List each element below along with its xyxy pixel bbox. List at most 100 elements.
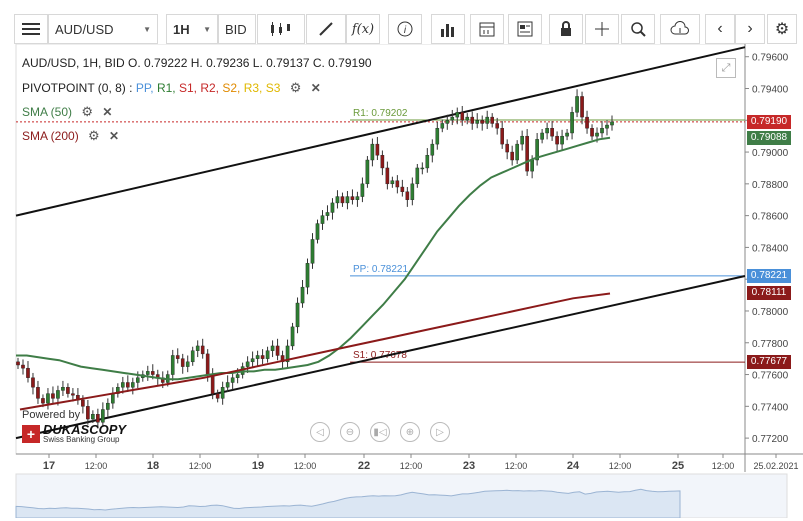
close-icon[interactable]: ✕: [109, 129, 120, 143]
candle-body: [180, 358, 185, 367]
candle-body: [205, 353, 210, 375]
candle-body: [470, 116, 475, 124]
timeframe-label: 1H: [173, 21, 190, 37]
candle-body: [235, 374, 240, 378]
x-tick-label: 25: [672, 460, 684, 472]
reset-button[interactable]: ▮◁: [370, 422, 390, 442]
candle-body: [405, 191, 410, 200]
scroll-right-button[interactable]: ▷: [430, 422, 450, 442]
chart-area[interactable]: 0.796000.794000.792000.790000.788000.786…: [0, 43, 803, 519]
candle-body: [245, 361, 250, 367]
scroll-left-button[interactable]: ◁: [310, 422, 330, 442]
candle-body: [46, 393, 50, 404]
candle-body: [86, 406, 90, 420]
x-tick-label: 12:00: [294, 461, 317, 471]
hamburger-icon-glyph: [22, 23, 40, 35]
gear-icon[interactable]: ⚙: [88, 128, 100, 143]
brand-sub: Swiss Banking Group: [43, 435, 120, 444]
pivot-item: R3,: [243, 81, 266, 95]
close-icon[interactable]: ✕: [102, 105, 113, 119]
arrow-right-icon[interactable]: ›: [735, 14, 765, 44]
candle-body: [490, 116, 495, 124]
candle-body: [126, 382, 130, 388]
candle-body: [215, 393, 220, 399]
candle-body: [106, 402, 110, 410]
candle-body: [31, 377, 35, 388]
fx-icon[interactable]: f(x): [346, 14, 380, 44]
x-tick-label: 25.02.2021: [753, 461, 798, 471]
pivot-item: S1,: [178, 81, 201, 95]
y-tick-label: 0.79000: [752, 148, 789, 159]
candle-body: [335, 196, 340, 204]
sma200-legend: SMA (200) ⚙ ✕: [22, 128, 119, 144]
candle-body: [385, 167, 390, 185]
y-tick-label: 0.78400: [752, 243, 789, 254]
lock-icon[interactable]: [549, 14, 583, 44]
close-icon[interactable]: ✕: [310, 81, 321, 95]
price-type-select[interactable]: BID: [218, 14, 256, 44]
cloud-upload-icon[interactable]: [660, 14, 700, 44]
timeframe-select[interactable]: 1H ▼: [166, 14, 218, 44]
candle-body: [21, 364, 25, 369]
zoom-out-button[interactable]: ⊖: [340, 422, 360, 442]
x-tick-label: 17: [43, 460, 55, 472]
candle-body: [170, 355, 175, 375]
pivot-legend: PIVOTPOINT (0, 8) : PP, R1, S1, R2, S2, …: [22, 80, 321, 96]
brand-name: DUKASCOPY: [43, 422, 127, 437]
gear-icon[interactable]: ⚙: [289, 80, 302, 95]
x-tick-label: 24: [567, 460, 580, 472]
crosshair-icon[interactable]: [585, 14, 619, 44]
candle-body: [190, 350, 195, 363]
candle-body: [355, 196, 360, 200]
candle-body: [395, 180, 400, 188]
candle-body: [435, 128, 440, 145]
navigator-series: [15, 488, 681, 519]
news-icon[interactable]: [508, 14, 542, 44]
candle-body: [66, 387, 70, 394]
calendar-icon[interactable]: [470, 14, 504, 44]
zoom-icon[interactable]: [621, 14, 655, 44]
candle-body: [495, 123, 499, 129]
x-tick-label: 12:00: [712, 461, 735, 471]
candle-type-glyph: [271, 22, 290, 36]
candle-body: [101, 409, 105, 423]
symbol-select[interactable]: AUD/USD ▼: [48, 14, 158, 44]
candle-body: [131, 382, 135, 388]
candle-body: [91, 414, 95, 420]
candle-body: [260, 355, 265, 359]
candle-body: [290, 326, 295, 347]
svg-text:i: i: [404, 25, 407, 36]
zoom-in-button[interactable]: ⊕: [400, 422, 420, 442]
candle-body: [265, 350, 270, 359]
candle-type-icon[interactable]: [257, 14, 305, 44]
arrow-left-icon[interactable]: ‹: [705, 14, 735, 44]
candle-body: [450, 116, 455, 121]
info-icon[interactable]: i: [388, 14, 422, 44]
candle-body: [270, 345, 275, 351]
draw-line-icon[interactable]: [306, 14, 346, 44]
pencil-glyph: [319, 22, 333, 36]
pivot-item: S3: [265, 81, 284, 95]
volume-bars-icon[interactable]: [431, 14, 465, 44]
candle-body: [390, 180, 395, 185]
candle-body: [545, 128, 549, 134]
candle-body: [310, 239, 315, 264]
y-tick-label: 0.78000: [752, 307, 789, 318]
expand-icon[interactable]: ⤢: [716, 58, 736, 78]
chart-svg[interactable]: 0.796000.794000.792000.790000.788000.786…: [0, 43, 803, 519]
y-tick-label: 0.77600: [752, 371, 789, 382]
hamburger-icon[interactable]: [14, 14, 48, 44]
pp-label: PP: 0.78221: [353, 264, 408, 275]
settings-icon[interactable]: ⚙: [767, 14, 797, 44]
candle-body: [455, 112, 460, 118]
chevron-down-icon: ▼: [143, 24, 151, 34]
candle-body: [415, 167, 420, 185]
calendar-glyph: [479, 22, 495, 37]
gear-icon[interactable]: ⚙: [81, 104, 94, 119]
candle-body: [590, 128, 594, 137]
info-glyph: i: [397, 21, 413, 37]
candle-body: [530, 159, 534, 172]
candle-body: [595, 132, 599, 137]
candle-body: [550, 128, 554, 137]
candle-body: [575, 96, 579, 113]
